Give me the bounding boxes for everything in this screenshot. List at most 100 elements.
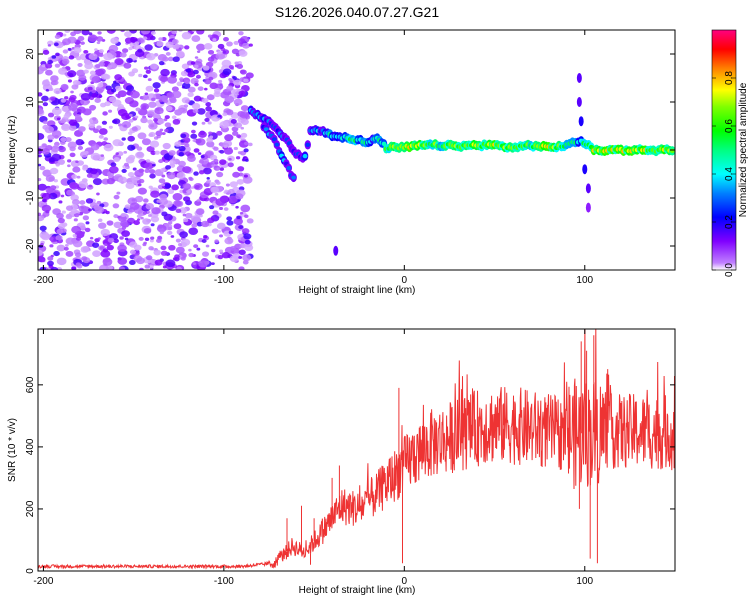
noise-blob <box>136 218 141 221</box>
noise-blob <box>67 70 77 78</box>
noise-blob <box>136 214 142 219</box>
noise-blob <box>107 237 115 243</box>
noise-blob <box>88 53 98 61</box>
noise-blob <box>98 128 108 135</box>
noise-blob <box>147 111 155 117</box>
noise-blob <box>148 246 154 251</box>
noise-blob <box>85 221 90 225</box>
noise-blob <box>219 206 224 210</box>
noise-blob <box>175 246 185 254</box>
noise-blob <box>116 191 121 195</box>
noise-blob <box>38 108 44 115</box>
noise-blob <box>152 113 161 120</box>
noise-blob <box>224 189 229 193</box>
noise-blob <box>158 60 165 66</box>
noise-blob <box>198 131 207 138</box>
noise-blob <box>62 38 72 46</box>
noise-blob <box>171 86 179 92</box>
noise-blob <box>76 160 85 166</box>
spike-blob <box>576 73 582 83</box>
noise-blob <box>137 187 147 195</box>
noise-blob <box>98 134 104 139</box>
noise-blob <box>205 102 212 107</box>
noise-blob <box>156 40 164 47</box>
noise-blob <box>138 236 144 241</box>
noise-blob <box>227 195 238 204</box>
noise-blob <box>229 245 237 251</box>
noise-blob <box>117 109 128 117</box>
noise-blob <box>244 158 249 162</box>
noise-blob <box>192 69 199 75</box>
noise-blob <box>144 264 150 269</box>
noise-blob <box>154 259 163 266</box>
noise-blob <box>65 237 75 245</box>
noise-blob <box>108 65 113 69</box>
noise-blob <box>238 50 248 57</box>
noise-blob <box>127 154 136 161</box>
noise-blob <box>175 238 182 243</box>
noise-blob <box>188 248 192 252</box>
noise-blob <box>207 49 215 55</box>
noise-blob <box>243 78 249 83</box>
noise-blob <box>144 168 150 174</box>
noise-blob <box>159 110 164 114</box>
noise-blob <box>91 76 101 84</box>
noise-blob <box>41 64 46 68</box>
noise-blob <box>137 48 143 53</box>
spectrogram-y-label: Frequency (Hz) <box>7 116 18 185</box>
noise-blob <box>165 41 174 49</box>
spike-blob <box>585 183 591 194</box>
noise-blob <box>187 155 196 162</box>
noise-blob <box>188 176 193 180</box>
noise-blob <box>211 248 216 253</box>
noise-blob <box>213 158 219 163</box>
noise-blob <box>160 183 166 187</box>
noise-blob <box>229 181 238 188</box>
noise-blob <box>217 50 223 55</box>
noise-blob <box>233 40 239 45</box>
noise-blob <box>101 120 108 125</box>
noise-blob <box>38 163 42 167</box>
noise-blob <box>197 152 202 155</box>
noise-blob <box>45 145 53 151</box>
noise-blob <box>206 141 215 148</box>
noise-blob <box>123 150 128 154</box>
noise-blob <box>183 196 191 202</box>
noise-blob <box>136 151 144 158</box>
noise-blob <box>226 85 234 91</box>
noise-blob <box>55 163 60 167</box>
noise-blob <box>56 257 67 266</box>
noise-blob <box>152 163 156 167</box>
noise-blob <box>136 257 145 265</box>
noise-blob <box>62 66 66 69</box>
noise-blob <box>193 95 202 102</box>
noise-blob <box>55 235 63 241</box>
noise-blob <box>39 225 47 231</box>
noise-blob <box>237 151 242 155</box>
noise-blob <box>38 183 47 191</box>
noise-blob <box>215 198 226 206</box>
noise-blob <box>130 90 140 99</box>
noise-blob <box>77 36 85 42</box>
noise-blob <box>54 34 61 39</box>
noise-blob <box>38 178 42 182</box>
noise-blob <box>153 41 157 45</box>
noise-blob <box>181 31 192 40</box>
noise-blob <box>230 119 237 124</box>
noise-blob <box>39 165 46 171</box>
noise-blob <box>134 169 144 178</box>
noise-blob <box>142 218 151 225</box>
noise-blob <box>183 104 189 108</box>
snr-panel: -200 -100 0 100 0 200 400 600 Height of straigh… <box>7 328 676 596</box>
noise-blob <box>60 194 65 198</box>
noise-blob <box>66 189 74 196</box>
noise-blob <box>106 244 114 251</box>
noise-blob <box>228 157 232 161</box>
noise-blob <box>219 249 224 253</box>
noise-blob <box>103 243 108 246</box>
noise-blob <box>165 105 173 112</box>
spike-blob <box>578 116 584 127</box>
noise-blob <box>49 244 54 248</box>
noise-blob <box>75 139 84 146</box>
